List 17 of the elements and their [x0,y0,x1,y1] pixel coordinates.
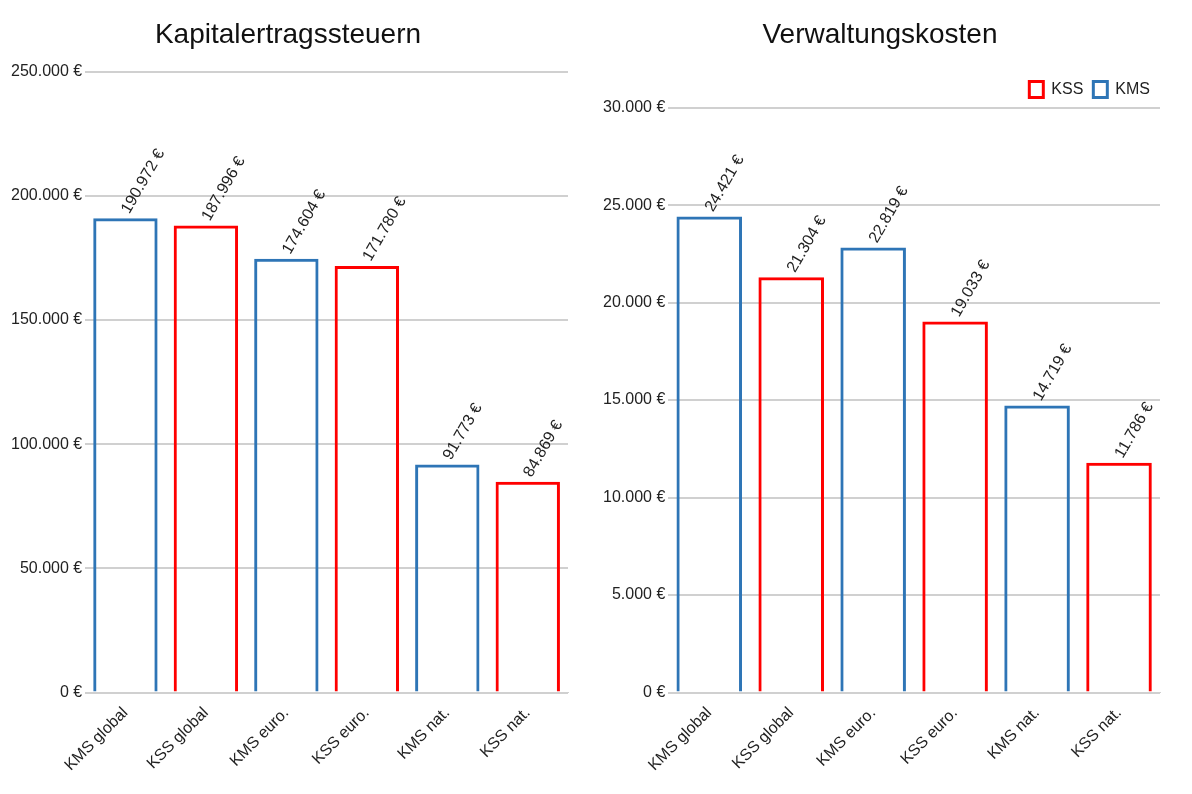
y-tick-label: 15.000 € [603,390,666,408]
y-tick-label: 30.000 € [603,98,666,116]
y-tick-label: 200.000 € [10,186,83,204]
y-tick-label: 25.000 € [603,195,666,213]
y-tick-label: 5.000 € [611,585,666,603]
y-tick-label: 10.000 € [603,487,666,505]
y-tick-label: 250.000 € [10,62,83,80]
legend-label: KMS [1115,80,1150,98]
y-tick-label: 50.000 € [19,558,83,576]
y-tick-label: 150.000 € [10,310,83,328]
y-tick-label: 100.000 € [10,434,83,452]
chart-title: Kapitalertragssteuern [154,17,422,49]
chart-title: Verwaltungskosten [762,17,998,49]
y-tick-label: 20.000 € [603,293,666,310]
y-tick-label: 0 € [643,682,666,700]
y-tick-label: 0 € [59,682,83,700]
legend-label: KSS [1051,80,1084,98]
